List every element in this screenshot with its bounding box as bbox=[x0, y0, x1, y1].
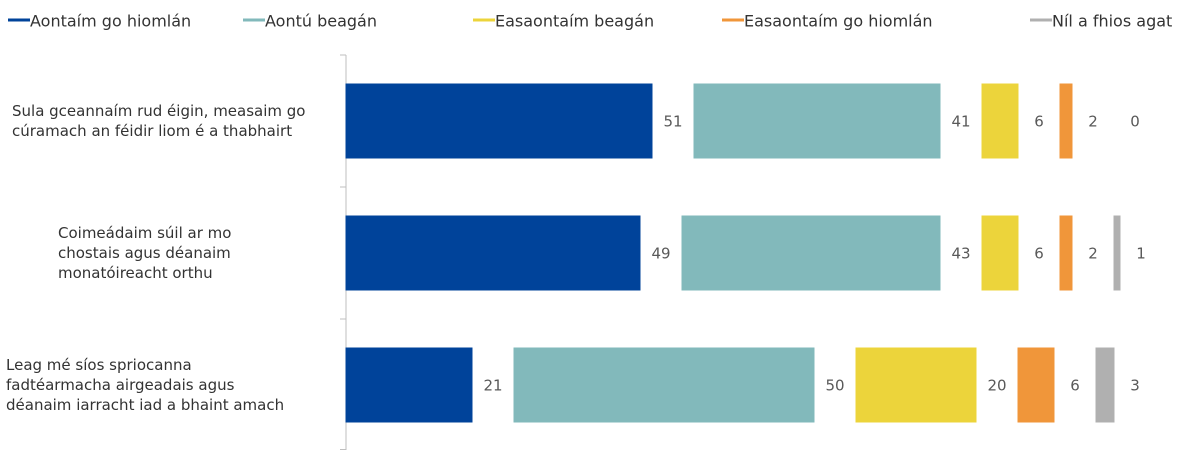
value-label: 3 bbox=[1130, 377, 1140, 395]
bar-segment bbox=[345, 83, 653, 159]
value-label: 50 bbox=[825, 377, 844, 395]
value-label: 21 bbox=[483, 377, 502, 395]
bar-segment bbox=[1017, 347, 1055, 423]
bar-segment bbox=[1113, 215, 1121, 291]
bar-segment bbox=[693, 83, 941, 159]
bar-segment bbox=[513, 347, 815, 423]
legend-label: Níl a fhios agat bbox=[1052, 12, 1172, 31]
bar-segment bbox=[981, 83, 1019, 159]
bar-segment bbox=[1059, 215, 1073, 291]
value-label: 2 bbox=[1088, 245, 1098, 263]
legend-label: Easaontaím beagán bbox=[495, 12, 654, 31]
bar-segment bbox=[681, 215, 941, 291]
bar-segment bbox=[345, 347, 473, 423]
value-label: 43 bbox=[951, 245, 970, 263]
category-label: Coimeádaim súil ar mo chostais agus déana… bbox=[58, 224, 231, 282]
value-label: 6 bbox=[1034, 113, 1044, 131]
category-label: Leag mé síos spriocanna fadtéarmacha airg… bbox=[6, 356, 284, 414]
value-label: 51 bbox=[663, 113, 682, 131]
legend-label: Easaontaím go hiomlán bbox=[744, 12, 933, 31]
bar-segment bbox=[981, 215, 1019, 291]
value-label: 2 bbox=[1088, 113, 1098, 131]
value-label: 49 bbox=[651, 245, 670, 263]
value-label: 6 bbox=[1034, 245, 1044, 263]
value-label: 0 bbox=[1130, 113, 1140, 131]
bar-segment bbox=[345, 215, 641, 291]
bar-segment bbox=[1095, 347, 1115, 423]
bar-segment bbox=[1059, 83, 1073, 159]
legend-label: Aontú beagán bbox=[265, 12, 377, 31]
value-label: 1 bbox=[1136, 245, 1146, 263]
value-label: 6 bbox=[1070, 377, 1080, 395]
value-label: 41 bbox=[951, 113, 970, 131]
category-label: Sula gceannaím rud éigin, measaim go cúra… bbox=[12, 102, 305, 140]
bar-segment bbox=[855, 347, 977, 423]
legend-label: Aontaím go hiomlán bbox=[30, 12, 191, 31]
value-label: 20 bbox=[987, 377, 1006, 395]
